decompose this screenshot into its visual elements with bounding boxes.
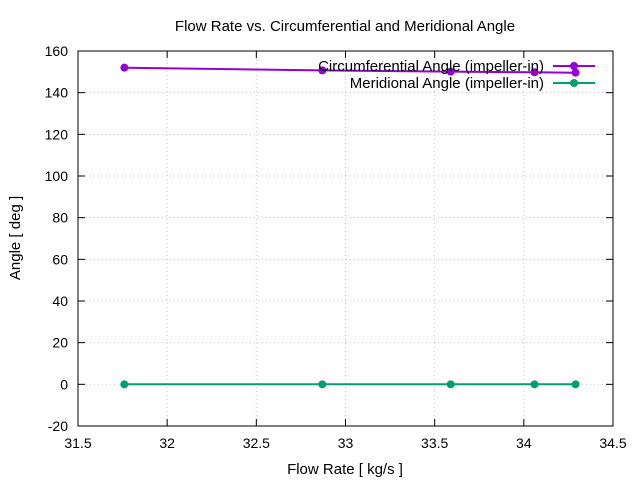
x-tick-label: 32.5 bbox=[243, 435, 270, 451]
y-tick-label: 20 bbox=[52, 335, 68, 351]
data-point bbox=[318, 380, 327, 389]
x-tick-label: 32 bbox=[159, 435, 175, 451]
y-tick-label: -20 bbox=[48, 418, 68, 434]
y-tick-label: 60 bbox=[52, 251, 68, 267]
y-tick-label: 0 bbox=[60, 376, 68, 392]
legend-marker bbox=[570, 79, 578, 87]
legend-marker bbox=[570, 62, 578, 70]
x-tick-label: 31.5 bbox=[64, 435, 91, 451]
chart-title: Flow Rate vs. Circumferential and Meridi… bbox=[175, 18, 515, 35]
data-point bbox=[571, 380, 580, 389]
legend-entry-2: Meridional Angle (impeller-in) bbox=[350, 75, 595, 92]
legend-entry-1: Circumferential Angle (impeller-in) bbox=[318, 58, 595, 75]
data-point bbox=[318, 66, 327, 75]
series-layer bbox=[120, 63, 580, 389]
data-point bbox=[446, 380, 455, 389]
data-point bbox=[530, 68, 539, 77]
grid bbox=[78, 51, 613, 426]
x-tick-label: 34 bbox=[516, 435, 532, 451]
series-1 bbox=[120, 63, 580, 77]
y-tick-label: 120 bbox=[45, 126, 69, 142]
legend: Circumferential Angle (impeller-in)Merid… bbox=[318, 58, 595, 92]
series-2 bbox=[120, 380, 580, 389]
y-tick-label: 40 bbox=[52, 293, 68, 309]
data-point bbox=[530, 380, 539, 389]
axis-ticks: 31.5 32 32.5 33 33.5 34 34.5 -20 0 20 40 60 80 100 120… bbox=[45, 43, 627, 451]
y-tick-label: 140 bbox=[45, 85, 69, 101]
x-tick-label: 34.5 bbox=[599, 435, 626, 451]
data-point bbox=[120, 380, 129, 389]
x-axis-label: Flow Rate [ kg/s ] bbox=[287, 461, 403, 478]
legend-label: Circumferential Angle (impeller-in) bbox=[318, 58, 544, 75]
legend-label: Meridional Angle (impeller-in) bbox=[350, 75, 544, 92]
data-point bbox=[446, 67, 455, 76]
y-tick-label: 160 bbox=[45, 43, 69, 59]
y-axis-label: Angle [ deg ] bbox=[7, 196, 24, 280]
x-tick-label: 33 bbox=[338, 435, 354, 451]
data-point bbox=[571, 68, 580, 77]
y-tick-label: 80 bbox=[52, 210, 68, 226]
x-tick-label: 33.5 bbox=[421, 435, 448, 451]
y-tick-label: 100 bbox=[45, 168, 69, 184]
data-point bbox=[120, 63, 129, 72]
